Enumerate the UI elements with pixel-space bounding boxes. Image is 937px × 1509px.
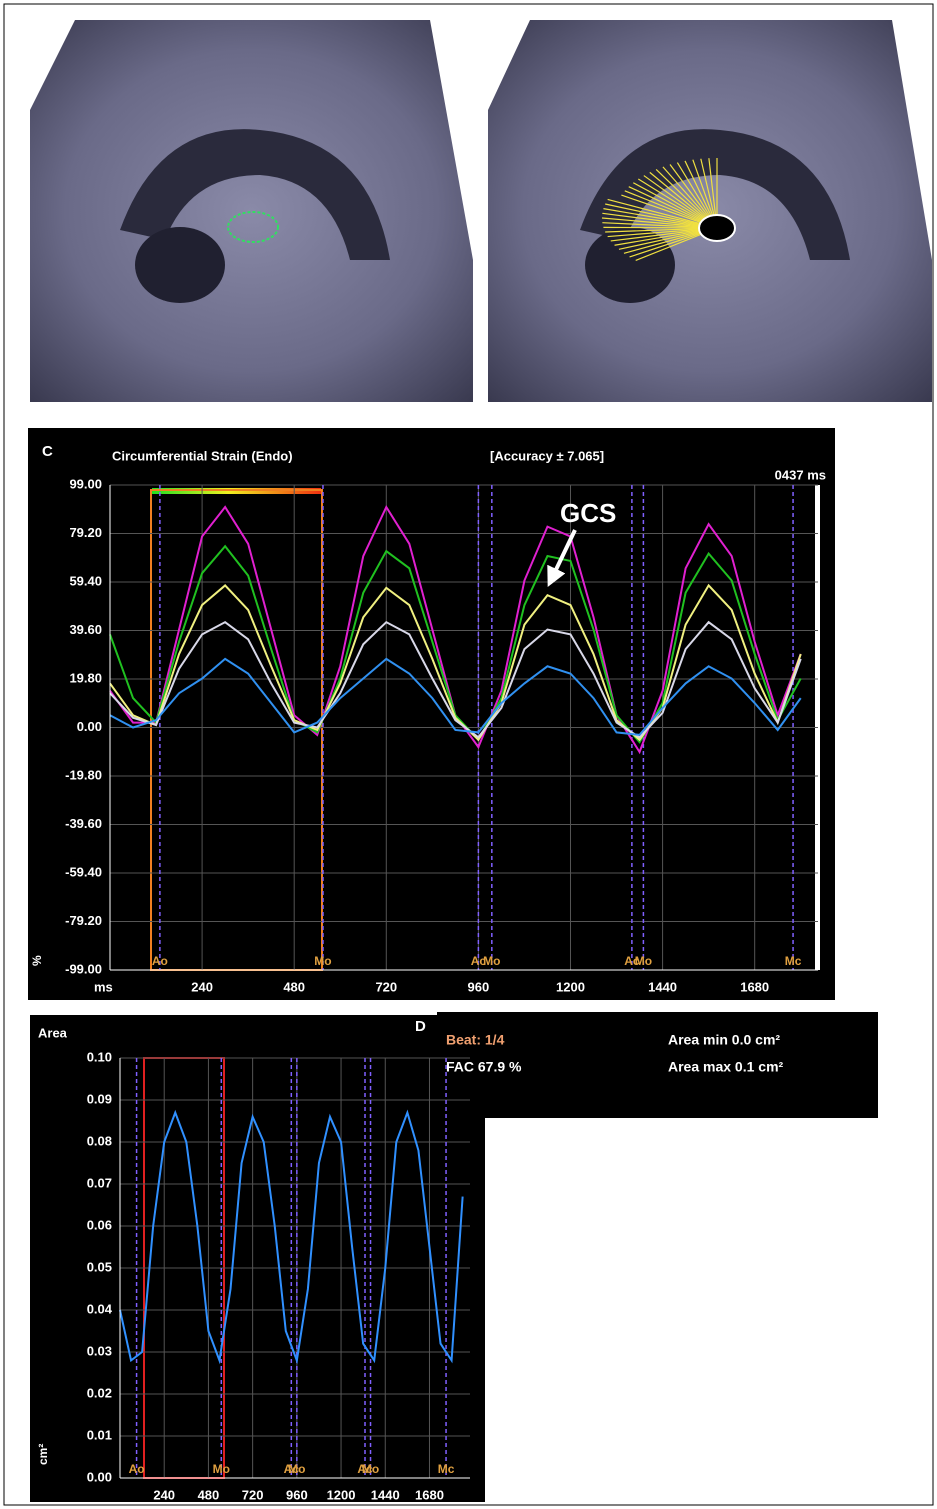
x-axis-label: ms: [94, 979, 113, 994]
info-fac: FAC 67.9 %: [446, 1059, 522, 1075]
x-tick-label: 960: [468, 979, 490, 994]
event-label: Ac: [624, 954, 640, 968]
annotation: GCS: [560, 498, 616, 528]
info-area-min: Area min 0.0 cm²: [668, 1032, 780, 1048]
frame: [3, 3, 934, 1506]
y-tick-label: 79.20: [69, 525, 102, 540]
y-tick-label: 0.05: [87, 1259, 112, 1274]
y-tick-label: 59.40: [69, 573, 102, 588]
x-tick-label: 240: [153, 1487, 175, 1502]
panel-label: D: [415, 1018, 426, 1035]
tracking-vector: [605, 203, 718, 229]
chart-d-background: [30, 1015, 485, 1502]
x-tick-label: 960: [286, 1487, 308, 1502]
y-tick-label: 0.03: [87, 1343, 112, 1358]
tracking-vector: [602, 212, 718, 229]
y-tick-label: -79.20: [65, 913, 102, 928]
event-label: Mo: [483, 954, 500, 968]
y-tick-label: 0.06: [87, 1217, 112, 1232]
x-tick-label: 720: [375, 979, 397, 994]
x-tick-label: 1680: [740, 979, 769, 994]
event-label: Ac: [357, 1462, 373, 1476]
panel-label: A: [40, 36, 51, 53]
y-tick-label: 0.09: [87, 1091, 112, 1106]
info-area-max: Area max 0.1 cm²: [668, 1059, 784, 1075]
y-tick-label: 0.08: [87, 1133, 112, 1148]
y-axis-label: %: [30, 955, 44, 966]
y-tick-label: 0.04: [87, 1301, 113, 1316]
series-line: [109, 583, 802, 742]
info-beat: Beat: 1/4: [446, 1032, 505, 1048]
y-tick-label: 0.07: [87, 1175, 112, 1190]
x-tick-label: 1200: [556, 979, 585, 994]
tracking-vector: [603, 208, 718, 229]
plot-c: 99.00 79.20 59.40 39.60 19.80 0.00 -19.80 -39.6…: [65, 476, 818, 994]
y-tick-label: 0.10: [87, 1049, 112, 1064]
event-label: Mo: [314, 954, 331, 968]
series-line: [119, 1109, 464, 1365]
event-label: Ao: [152, 954, 168, 968]
tracking-vector: [607, 198, 718, 229]
x-tick-label: 1200: [327, 1487, 356, 1502]
event-label: Ac: [284, 1462, 300, 1476]
y-axis-label: Area: [38, 1025, 68, 1040]
info-box: [437, 1012, 878, 1118]
x-tick-label: 240: [191, 979, 213, 994]
event-label: Mo: [213, 1462, 230, 1476]
annotation-arrow: [547, 529, 577, 588]
y-tick-label: -59.40: [65, 864, 102, 879]
unit-label: cm²: [36, 1444, 50, 1465]
event-label: Ao: [129, 1462, 145, 1476]
y-tick-label: 0.01: [87, 1427, 112, 1442]
x-tick-label: 1440: [648, 979, 677, 994]
image-b: B: [488, 20, 932, 402]
y-tick-label: 0.00: [77, 719, 102, 734]
x-tick-label: 720: [242, 1487, 264, 1502]
x-tick-label: 1440: [371, 1487, 400, 1502]
y-tick-label: 99.00: [69, 476, 102, 491]
y-tick-label: -99.00: [65, 961, 102, 976]
image-a: A: [30, 20, 473, 402]
event-label: Mc: [785, 954, 802, 968]
x-tick-label: 480: [283, 979, 305, 994]
event-label: Mc: [438, 1462, 455, 1476]
event-label: Mo: [635, 954, 652, 968]
time-label: 0437 ms: [775, 467, 826, 482]
event-label: Mo: [288, 1462, 305, 1476]
chart-title: Circumferential Strain (Endo): [112, 448, 293, 463]
y-tick-label: -39.60: [65, 816, 102, 831]
series-line: [109, 620, 802, 739]
event-label: Ac: [471, 954, 487, 968]
panel-label: B: [500, 36, 511, 53]
series-line: [109, 657, 802, 736]
chart-subtitle: [Accuracy ± 7.065]: [490, 448, 604, 463]
panel-label: C: [42, 443, 53, 460]
y-tick-label: -19.80: [65, 767, 102, 782]
tracking-vector: [602, 222, 718, 229]
tracking-vector: [601, 217, 718, 229]
event-label: Mo: [362, 1462, 379, 1476]
y-tick-label: 0.02: [87, 1385, 112, 1400]
x-tick-label: 1680: [415, 1487, 444, 1502]
plot-d: 0.10 0.09 0.08 0.07 0.06 0.05 0.04 0.03 0.02 0.01…: [87, 1049, 470, 1502]
y-tick-label: 39.60: [69, 622, 102, 637]
x-tick-label: 480: [198, 1487, 220, 1502]
y-tick-label: 19.80: [69, 670, 102, 685]
y-tick-label: 0.00: [87, 1469, 112, 1484]
